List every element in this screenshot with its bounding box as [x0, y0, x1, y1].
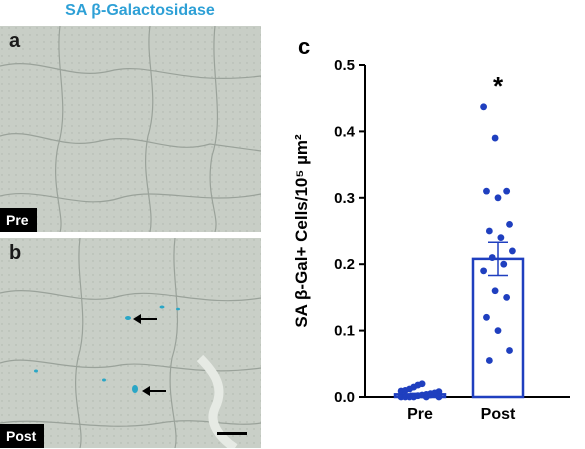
data-point — [491, 134, 499, 142]
scale-bar — [217, 432, 247, 435]
data-point — [506, 220, 513, 228]
left-arrow-icon — [133, 314, 157, 324]
data-point — [500, 260, 508, 268]
y-tick-label: 0.3 — [334, 190, 355, 207]
data-point — [485, 227, 493, 235]
y-tick-label: 0.0 — [334, 389, 355, 406]
data-point — [503, 187, 511, 195]
data-point — [494, 194, 502, 202]
tissue-texture — [0, 238, 261, 448]
data-point — [503, 294, 511, 301]
y-tick-label: 0.2 — [334, 256, 355, 273]
x-tick-label: Pre — [407, 406, 433, 423]
data-point — [435, 393, 443, 401]
y-tick-label: 0.1 — [334, 323, 355, 340]
data-point — [494, 327, 502, 334]
x-tick-label: Post — [481, 406, 516, 423]
micrograph-pre: a Pre — [0, 26, 261, 232]
data-point — [497, 234, 505, 242]
panel-a-letter: a — [9, 30, 21, 52]
data-point — [485, 357, 493, 364]
panel-a-tag: Pre — [0, 208, 37, 232]
data-point — [418, 380, 426, 388]
panel-b-tag: Post — [0, 424, 45, 448]
data-point — [480, 267, 487, 275]
bar-chart: 0.0 0.1 0.2 0.3 0.4 0.5 SA β-Gal+ Cells/10⁵ µm… — [292, 57, 570, 423]
significance-marker: * — [493, 71, 504, 101]
data-point — [509, 247, 516, 255]
data-point — [488, 254, 496, 261]
y-tick-label: 0.5 — [334, 57, 355, 74]
chart-letter: c — [298, 34, 311, 59]
data-point — [506, 347, 513, 354]
y-axis-label: SA β-Gal+ Cells/10⁵ µm² — [292, 134, 311, 328]
figure-title: SA β-Galactosidase — [65, 2, 215, 19]
data-point — [483, 187, 490, 195]
data-point — [483, 313, 490, 321]
left-arrow-icon — [142, 386, 166, 396]
tissue-texture — [0, 26, 261, 232]
data-point — [480, 103, 487, 111]
micrograph-post: b Post — [0, 238, 261, 448]
y-tick-label: 0.4 — [334, 123, 356, 140]
panel-b-letter: b — [9, 242, 22, 264]
data-point — [491, 287, 499, 295]
